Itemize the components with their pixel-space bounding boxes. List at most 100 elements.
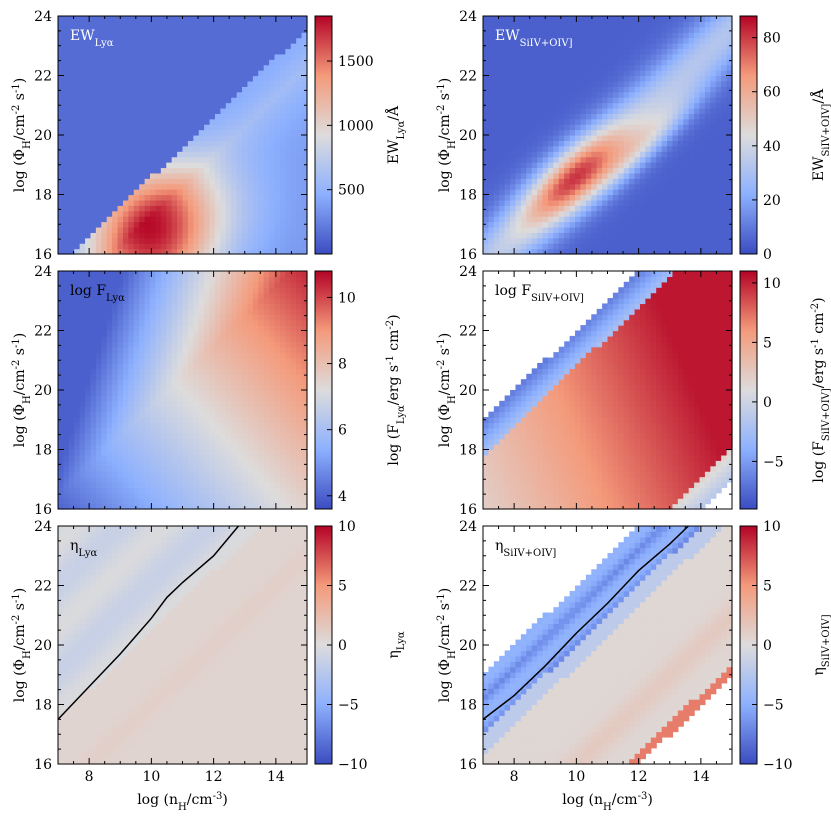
heatmap-cell <box>704 37 711 44</box>
heatmap-cell <box>526 107 533 114</box>
heatmap-cell <box>236 216 243 223</box>
heatmap-cell <box>177 248 184 255</box>
y-tick-label: 16 <box>459 247 477 263</box>
heatmap-cell <box>564 145 571 152</box>
heatmap-cell <box>122 237 129 244</box>
heatmap-cell <box>564 178 571 185</box>
heatmap-cell <box>155 221 162 228</box>
heatmap-cell <box>155 151 162 158</box>
heatmap-cell <box>79 199 86 206</box>
heatmap-cell <box>493 178 500 185</box>
heatmap-cell <box>85 281 92 288</box>
heatmap-cell <box>688 205 695 212</box>
heatmap-cell <box>612 135 619 142</box>
heatmap-cell <box>63 102 70 109</box>
heatmap-cell <box>558 124 565 131</box>
heatmap-cell <box>58 498 65 505</box>
heatmap-cell <box>155 183 162 190</box>
heatmap-cell <box>623 32 630 39</box>
heatmap-cell <box>553 156 560 163</box>
heatmap-cell <box>634 248 641 255</box>
heatmap-cell <box>553 178 560 185</box>
heatmap-cell <box>683 162 690 169</box>
heatmap-cell <box>279 21 286 28</box>
heatmap-cell <box>263 16 270 23</box>
heatmap-cell <box>144 70 151 77</box>
heatmap-cell <box>231 162 238 169</box>
heatmap-cell <box>63 210 70 217</box>
colorbar-tick-label: 60 <box>763 85 781 101</box>
heatmap-cell <box>645 48 652 55</box>
heatmap-cell <box>564 210 571 217</box>
heatmap-cell <box>209 194 216 201</box>
heatmap-cell <box>68 465 75 472</box>
heatmap-cell <box>79 362 86 369</box>
heatmap-cell <box>607 151 614 158</box>
heatmap-cell <box>182 140 189 147</box>
heatmap-cell <box>645 226 652 233</box>
heatmap-cell <box>537 172 544 179</box>
heatmap-cell <box>193 107 200 114</box>
heatmap-cell <box>683 243 690 250</box>
heatmap-cell <box>596 107 603 114</box>
heatmap-cell <box>144 107 151 114</box>
heatmap-cell <box>85 373 92 380</box>
heatmap-cell <box>694 172 701 179</box>
heatmap-cell <box>90 162 97 169</box>
heatmap-cell <box>85 346 92 353</box>
heatmap-cell <box>182 48 189 55</box>
heatmap-cell <box>726 91 733 98</box>
heatmap-cell <box>198 97 205 104</box>
heatmap-cell <box>171 113 178 120</box>
heatmap-cell <box>672 199 679 206</box>
heatmap-cell <box>715 21 722 28</box>
heatmap-cell <box>85 113 92 120</box>
heatmap-cell <box>510 140 517 147</box>
heatmap-cell <box>639 91 646 98</box>
heatmap-cell <box>58 481 65 488</box>
heatmap-cell <box>128 199 135 206</box>
heatmap-cell <box>182 151 189 158</box>
heatmap-cell <box>596 156 603 163</box>
heatmap-cell <box>296 162 303 169</box>
heatmap-cell <box>117 481 124 488</box>
heatmap-cell <box>68 26 75 33</box>
heatmap-cell <box>166 162 173 169</box>
heatmap-cell <box>526 70 533 77</box>
heatmap-cell <box>117 465 124 472</box>
heatmap-cell <box>106 16 113 23</box>
heatmap-cell <box>68 205 75 212</box>
heatmap-cell <box>177 167 184 174</box>
heatmap-cell <box>279 162 286 169</box>
heatmap-cell <box>263 107 270 114</box>
heatmap-cell <box>198 80 205 87</box>
heatmap-cell <box>569 178 576 185</box>
heatmap-cell <box>133 64 140 71</box>
heatmap-cell <box>171 145 178 152</box>
heatmap-cell <box>710 194 717 201</box>
heatmap-cell <box>144 325 151 332</box>
heatmap-cell <box>171 221 178 228</box>
heatmap-cell <box>95 70 102 77</box>
heatmap-cell <box>85 362 92 369</box>
heatmap-cell <box>155 194 162 201</box>
heatmap-cell <box>263 140 270 147</box>
heatmap-cell <box>63 26 70 33</box>
heatmap-cell <box>128 59 135 66</box>
heatmap-cell <box>499 80 506 87</box>
heatmap-cell <box>279 232 286 239</box>
heatmap-cell <box>90 476 97 483</box>
heatmap-cell <box>629 194 636 201</box>
heatmap-cell <box>128 107 135 114</box>
heatmap-cell <box>198 221 205 228</box>
heatmap-cell <box>112 465 119 472</box>
heatmap-cell <box>112 460 119 467</box>
heatmap-cell <box>531 59 538 66</box>
heatmap-cell <box>279 107 286 114</box>
heatmap-cell <box>85 140 92 147</box>
heatmap-cell <box>252 86 259 93</box>
heatmap-cell <box>526 226 533 233</box>
heatmap-cell <box>247 151 254 158</box>
heatmap-cell <box>645 140 652 147</box>
heatmap-cell <box>112 476 119 483</box>
